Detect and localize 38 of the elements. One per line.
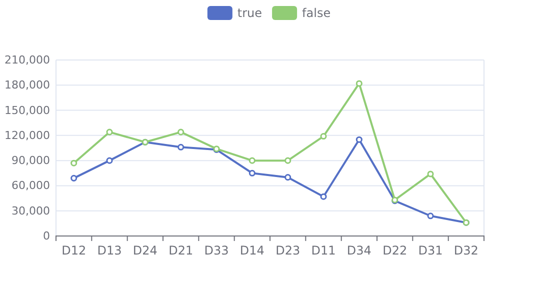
point	[284, 157, 292, 164]
point	[106, 157, 113, 164]
y-tick-label: 30,000	[12, 204, 50, 218]
x-tick-label: D24	[132, 244, 158, 258]
legend-label: false	[302, 6, 331, 20]
x-tick-label: D31	[418, 244, 443, 258]
point	[356, 80, 362, 87]
x-tick-label: D11	[311, 244, 336, 258]
point	[427, 212, 434, 220]
point	[427, 170, 434, 178]
point	[178, 144, 184, 150]
y-tick-label: 120,000	[4, 128, 50, 142]
point	[320, 193, 327, 200]
point	[70, 160, 78, 166]
x-tick-label: D22	[382, 244, 408, 258]
y-tick-label: 210,000	[4, 54, 50, 67]
x-tick-label: D21	[168, 244, 194, 258]
point	[356, 136, 362, 143]
x-tick-label: D12	[62, 244, 86, 258]
y-tick-label: 0	[43, 230, 50, 243]
x-tick-label: D23	[276, 244, 300, 258]
x-tick-label: D34	[346, 244, 372, 258]
x-tick-label: D13	[97, 244, 122, 258]
y-tick-label: 150,000	[4, 104, 50, 117]
y-tick-label: 90,000	[12, 154, 50, 168]
x-tick-label: D32	[454, 244, 478, 258]
y-tick-label: 180,000	[4, 78, 50, 92]
x-tick-label: D14	[240, 244, 264, 258]
point	[248, 157, 256, 164]
legend-label: true	[237, 6, 262, 20]
point	[248, 170, 256, 176]
point	[178, 128, 184, 136]
y-tick-label: 60,000	[12, 179, 50, 192]
x-tick-label: D33	[204, 244, 229, 258]
point	[284, 174, 292, 181]
point	[106, 128, 113, 136]
point	[70, 174, 78, 182]
point	[320, 133, 327, 140]
